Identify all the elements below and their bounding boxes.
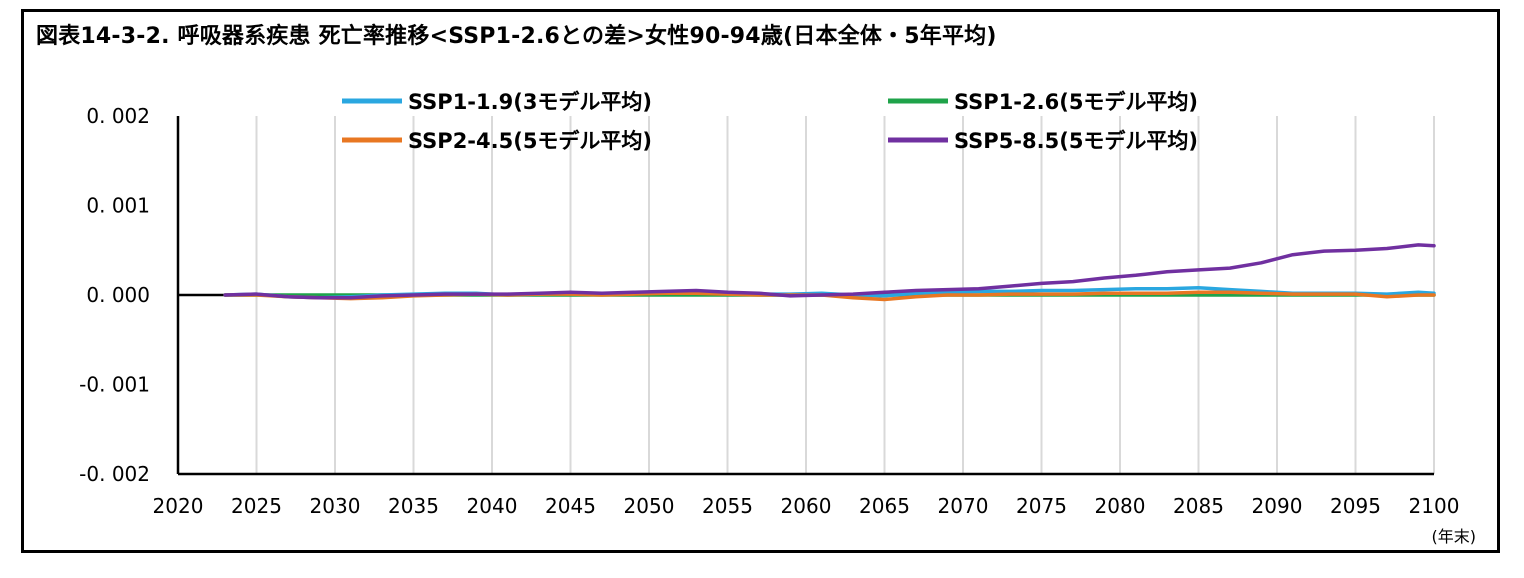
x-tick-label: 2060 bbox=[781, 494, 832, 518]
y-tick-label: -0. 002 bbox=[79, 462, 150, 486]
y-tick-label: 0. 000 bbox=[86, 283, 150, 307]
legend: SSP1-1.9(3モデル平均) SSP1-2.6(5モデル平均) SSP2-4.5… bbox=[342, 90, 1198, 153]
y-tick-label: 0. 001 bbox=[86, 194, 150, 218]
legend-label-1: SSP1-1.9(3モデル平均) bbox=[408, 90, 652, 114]
x-tick-label: 2100 bbox=[1409, 494, 1460, 518]
x-tick-label: 2040 bbox=[467, 494, 518, 518]
x-tick-label: 2025 bbox=[231, 494, 282, 518]
x-tick-label: 2055 bbox=[702, 494, 753, 518]
x-tick-label: 2045 bbox=[545, 494, 596, 518]
x-tick-label: 2075 bbox=[1016, 494, 1067, 518]
x-tick-label: 2090 bbox=[1252, 494, 1303, 518]
x-tick-label: 2030 bbox=[310, 494, 361, 518]
x-tick-label: 2085 bbox=[1173, 494, 1224, 518]
x-tick-label: 2020 bbox=[153, 494, 204, 518]
legend-label-4: SSP5-8.5(5モデル平均) bbox=[954, 129, 1198, 153]
y-tick-label: -0. 001 bbox=[79, 373, 150, 397]
legend-label-3: SSP2-4.5(5モデル平均) bbox=[408, 129, 652, 153]
chart-title: 図表14-3-2. 呼吸器系疾患 死亡率推移<SSP1-2.6との差>女性90-… bbox=[36, 24, 997, 49]
x-tick-label: 2035 bbox=[388, 494, 439, 518]
y-tick-label: 0. 002 bbox=[86, 104, 150, 128]
x-tick-label: 2070 bbox=[938, 494, 989, 518]
x-tick-label: 2050 bbox=[624, 494, 675, 518]
axes: 2020 2025 2030 2035 2040 2045 2050 2055 2060 2065… bbox=[79, 104, 1476, 546]
x-tick-label: 2095 bbox=[1330, 494, 1381, 518]
x-tick-label: 2080 bbox=[1095, 494, 1146, 518]
x-tick-label: 2065 bbox=[859, 494, 910, 518]
chart-frame bbox=[21, 9, 1500, 553]
legend-label-2: SSP1-2.6(5モデル平均) bbox=[954, 90, 1198, 114]
x-axis-unit-label: (年末) bbox=[1432, 527, 1477, 546]
series-lines bbox=[223, 243, 1436, 302]
series-line-4 bbox=[223, 243, 1436, 300]
